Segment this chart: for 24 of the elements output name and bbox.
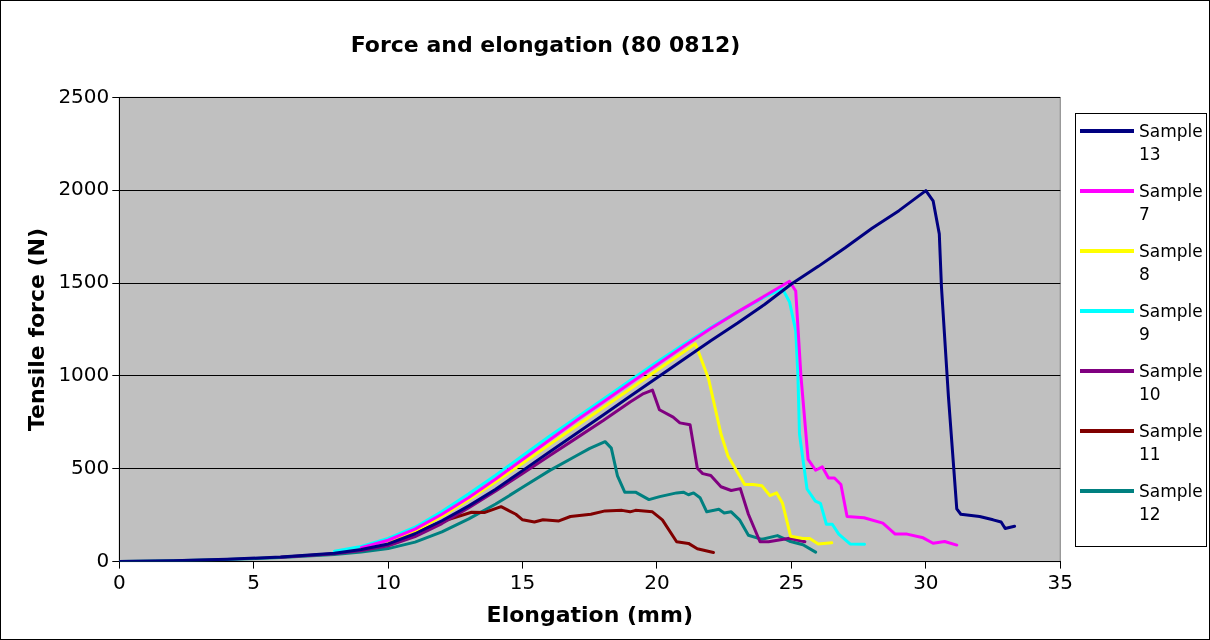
chart-title: Force and elongation (80 0812): [350, 31, 741, 57]
legend-label: Sample 10: [1139, 360, 1203, 406]
x-tick-label: 5: [247, 569, 261, 594]
y-tick-label: 1000: [58, 362, 110, 387]
legend-label: Sample 7: [1139, 180, 1203, 226]
x-tick-label: 30: [913, 569, 939, 594]
y-tick-label: 0: [96, 547, 110, 572]
legend-label: Sample 8: [1139, 240, 1203, 286]
y-tick-label: 1500: [58, 269, 110, 294]
legend-label: Sample 11: [1139, 420, 1203, 466]
x-tick-label: 20: [644, 569, 670, 594]
x-axis-title: Elongation (mm): [486, 601, 693, 627]
y-tick-label: 2500: [58, 83, 110, 108]
legend-label: Sample 9: [1139, 300, 1203, 346]
x-tick-label: 35: [1047, 569, 1073, 594]
y-axis-title: Tensile force (N): [23, 227, 49, 432]
x-tick-label: 25: [778, 569, 805, 594]
x-tick-label: 0: [112, 569, 126, 594]
y-tick-label: 2000: [58, 176, 110, 201]
y-tick-label: 500: [71, 454, 110, 479]
x-tick-label: 10: [375, 569, 401, 594]
legend-label: Sample 12: [1139, 480, 1203, 526]
legend-label: Sample 13: [1139, 120, 1203, 166]
x-tick-label: 15: [509, 569, 536, 594]
